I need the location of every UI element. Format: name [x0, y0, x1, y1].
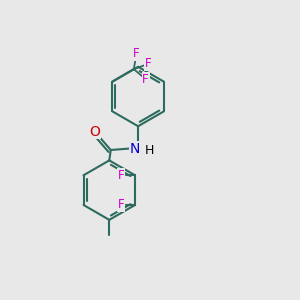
Text: F: F	[117, 169, 124, 182]
Text: F: F	[145, 57, 152, 70]
Text: F: F	[133, 47, 140, 60]
Text: F: F	[142, 73, 149, 85]
Text: N: N	[129, 142, 140, 155]
Text: F: F	[117, 199, 124, 212]
Text: H: H	[145, 144, 154, 158]
Text: O: O	[90, 124, 101, 139]
